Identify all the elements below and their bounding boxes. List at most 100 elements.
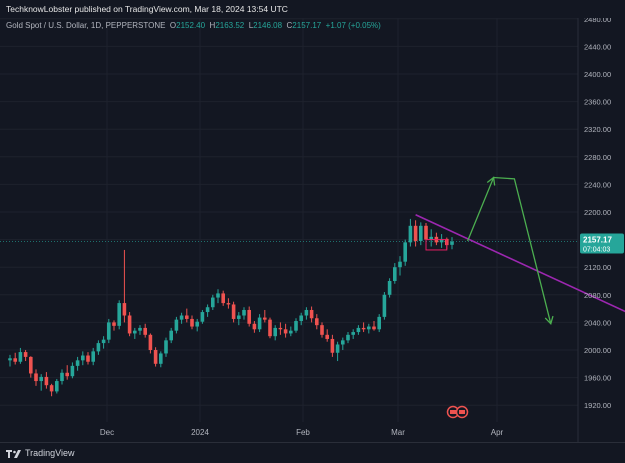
candle-body[interactable]	[398, 261, 402, 268]
candle-body[interactable]	[450, 241, 454, 245]
candle-body[interactable]	[13, 358, 17, 362]
price-tick-label: 2240.00	[584, 180, 611, 189]
candle-body[interactable]	[278, 327, 283, 330]
trendline[interactable]	[415, 214, 625, 321]
symbol-name[interactable]: Gold Spot / U.S. Dollar, 1D, PEPPERSTONE	[6, 21, 166, 30]
candle-body[interactable]	[169, 330, 173, 341]
candle-body[interactable]	[159, 353, 163, 364]
candle-body[interactable]	[185, 315, 189, 319]
candle-body[interactable]	[60, 372, 64, 382]
candle-body[interactable]	[101, 339, 106, 344]
candle-body[interactable]	[29, 356, 33, 374]
candle-body[interactable]	[372, 326, 376, 330]
candle-body[interactable]	[70, 365, 75, 377]
candle-body[interactable]	[294, 321, 298, 331]
candle-body[interactable]	[174, 319, 179, 331]
time-tick-label: Apr	[491, 428, 504, 437]
candle-body[interactable]	[377, 316, 381, 330]
candle-body[interactable]	[413, 225, 418, 241]
candle-body[interactable]	[211, 297, 215, 308]
candle-body[interactable]	[200, 312, 205, 322]
event-marker-flag-icon	[459, 410, 465, 414]
candle-body[interactable]	[289, 330, 293, 334]
candle-body[interactable]	[252, 323, 257, 330]
projection-arrow[interactable]	[466, 176, 552, 324]
low-value: 2146.08	[253, 21, 283, 30]
candle-body[interactable]	[408, 225, 413, 243]
candle-body[interactable]	[335, 344, 340, 353]
candle-body[interactable]	[96, 343, 101, 352]
candle-body[interactable]	[138, 327, 142, 331]
candle-body[interactable]	[237, 315, 241, 319]
candle-body[interactable]	[419, 225, 423, 241]
arrowhead	[544, 315, 554, 326]
candle-body[interactable]	[190, 318, 194, 327]
arrowhead	[486, 176, 496, 186]
candle-body[interactable]	[268, 319, 272, 337]
candle-body[interactable]	[424, 225, 428, 240]
candle-body[interactable]	[341, 340, 345, 345]
candle-body[interactable]	[273, 327, 277, 337]
candle-body[interactable]	[221, 293, 225, 304]
candle-body[interactable]	[263, 317, 267, 320]
candle-body[interactable]	[304, 309, 309, 316]
candle-body[interactable]	[122, 303, 127, 316]
candle-body[interactable]	[242, 309, 246, 316]
candle-body[interactable]	[44, 376, 49, 386]
candle-body[interactable]	[351, 332, 355, 335]
candle-body[interactable]	[148, 334, 153, 350]
candle-body[interactable]	[226, 303, 231, 305]
candle-body[interactable]	[257, 317, 262, 330]
candle-body[interactable]	[23, 352, 28, 357]
candle-body[interactable]	[117, 303, 121, 326]
candle-body[interactable]	[112, 322, 116, 326]
candle-body[interactable]	[133, 330, 137, 334]
candle-body[interactable]	[205, 307, 210, 313]
candle-body[interactable]	[356, 327, 361, 333]
time-tick-label: Dec	[100, 428, 114, 437]
candle-body[interactable]	[346, 334, 350, 341]
candle-body[interactable]	[65, 372, 69, 377]
candle-body[interactable]	[107, 322, 111, 340]
candle-body[interactable]	[315, 318, 319, 326]
candle-body[interactable]	[439, 238, 444, 243]
candle-body[interactable]	[361, 327, 366, 330]
candle-body[interactable]	[18, 352, 23, 362]
candle-body[interactable]	[247, 309, 251, 324]
candle-body[interactable]	[283, 329, 288, 334]
high-label: H	[209, 21, 216, 30]
candle-body[interactable]	[309, 309, 314, 319]
candle-body[interactable]	[8, 358, 12, 361]
candle-body[interactable]	[382, 294, 387, 317]
candle-body[interactable]	[49, 385, 54, 392]
open-label: O	[169, 21, 177, 30]
candle-body[interactable]	[34, 373, 38, 382]
candle-body[interactable]	[403, 242, 407, 262]
candle-body[interactable]	[231, 304, 236, 319]
candle-body[interactable]	[393, 267, 397, 281]
candle-body[interactable]	[39, 376, 43, 382]
candle-body[interactable]	[330, 338, 335, 353]
candle-body[interactable]	[81, 355, 85, 361]
candle-body[interactable]	[55, 381, 59, 392]
consolidation-box[interactable]	[425, 239, 448, 251]
footer-brand[interactable]: TradingView	[25, 448, 75, 458]
candle-body[interactable]	[216, 293, 220, 298]
candle-body[interactable]	[299, 315, 303, 322]
candle-body[interactable]	[387, 281, 392, 295]
candle-body[interactable]	[429, 236, 433, 240]
candle-body[interactable]	[164, 340, 168, 354]
candle-body[interactable]	[179, 315, 184, 320]
candle-body[interactable]	[91, 351, 95, 362]
price-tick-label: 2320.00	[584, 125, 611, 134]
candle-body[interactable]	[153, 350, 158, 364]
candle-body[interactable]	[320, 325, 324, 335]
candle-body[interactable]	[325, 334, 329, 339]
candle-body[interactable]	[75, 360, 80, 366]
candle-body[interactable]	[143, 327, 147, 335]
candle-body[interactable]	[86, 355, 90, 362]
candle-body[interactable]	[367, 326, 371, 330]
candle-body[interactable]	[195, 321, 199, 327]
candle-body[interactable]	[127, 315, 132, 334]
